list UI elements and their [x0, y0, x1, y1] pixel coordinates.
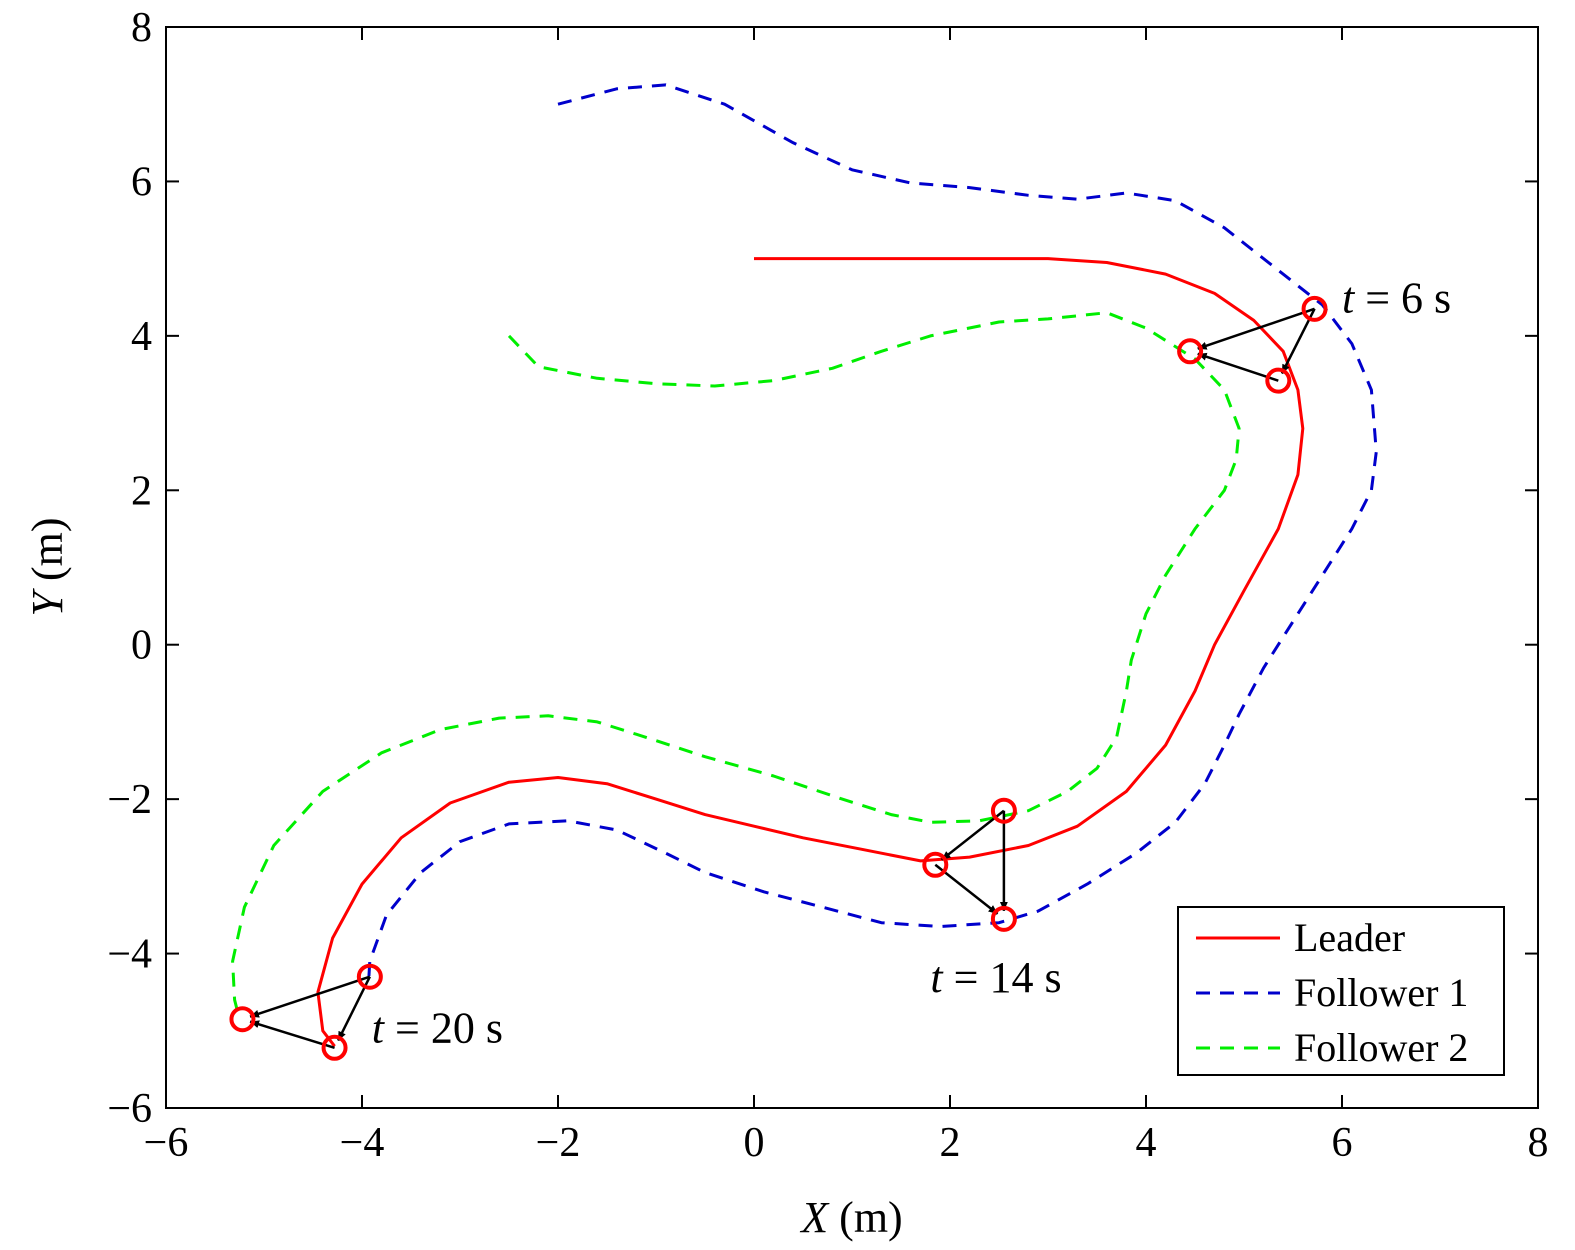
x-tick-label: −4	[340, 1120, 385, 1166]
y-tick-label: −4	[107, 932, 152, 978]
robot-marker	[922, 851, 949, 878]
y-tick-label: 4	[131, 314, 152, 360]
formation-edge	[249, 975, 371, 1018]
x-tick-label: 0	[744, 1120, 765, 1166]
legend-label: Follower 2	[1294, 1025, 1468, 1070]
formation-edge	[934, 863, 999, 915]
x-tick-label: 2	[940, 1120, 961, 1166]
x-tick-label: −6	[144, 1120, 189, 1166]
time-annotation-1: t = 14 s	[930, 953, 1061, 1002]
legend-label: Follower 1	[1294, 970, 1468, 1015]
formation-edge	[1197, 307, 1315, 350]
robot-marker	[1301, 295, 1328, 322]
robot-marker	[356, 963, 383, 990]
robot-marker	[321, 1034, 348, 1061]
formation-edge	[940, 809, 1005, 861]
y-tick-label: 6	[131, 159, 152, 205]
x-tick-label: 8	[1528, 1120, 1549, 1166]
robot-marker	[1177, 338, 1204, 365]
y-tick-label: 0	[131, 623, 152, 669]
series-lines	[231, 83, 1378, 1048]
legend: Leader Follower 1 Follower 2	[1177, 906, 1505, 1076]
robot-marker	[990, 797, 1017, 824]
y-tick-label: 2	[131, 468, 152, 514]
formation-edge	[249, 1020, 335, 1049]
y-axis-label: Y (m)	[23, 517, 72, 616]
formation-edge	[1197, 352, 1279, 382]
robot-marker	[990, 905, 1017, 932]
y-tick-label: −2	[107, 777, 152, 823]
x-axis-label: X (m)	[799, 1193, 902, 1242]
time-annotation-0: t = 6 s	[1342, 274, 1451, 323]
formations: t = 6 s t = 14 s t = 20 s	[229, 274, 1451, 1061]
legend-label: Leader	[1294, 915, 1405, 960]
series-line-follower-2	[231, 311, 1241, 1020]
axis-ticks: −6 −4 −2 0 2 4 6 8 −6 −4 −2 0 2 4 6 8	[107, 5, 1548, 1166]
time-annotation-2: t = 20 s	[372, 1003, 503, 1052]
x-tick-label: 4	[1136, 1120, 1157, 1166]
x-tick-label: −2	[536, 1120, 581, 1166]
y-tick-label: 8	[131, 5, 152, 51]
robot-marker	[1265, 367, 1292, 394]
series-line-leader	[316, 257, 1305, 1048]
y-tick-label: −6	[107, 1086, 152, 1132]
series-line-follower-1	[367, 83, 1378, 977]
robot-marker	[229, 1006, 256, 1033]
x-tick-label: 6	[1332, 1120, 1353, 1166]
